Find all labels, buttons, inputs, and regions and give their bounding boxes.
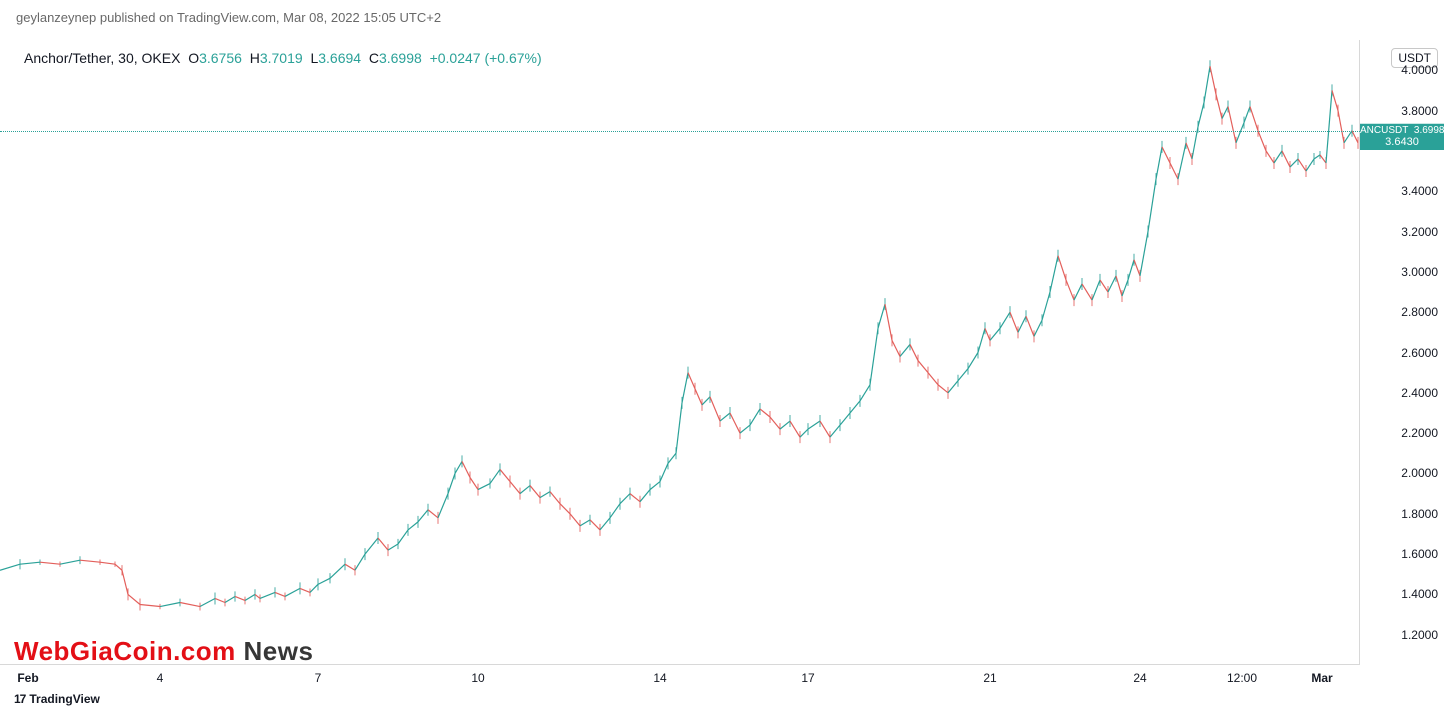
time-tick: Feb <box>17 671 38 685</box>
time-tick: 7 <box>315 671 322 685</box>
price-tick: 1.8000 <box>1401 507 1438 521</box>
price-chart-svg <box>0 40 1360 665</box>
watermark: WebGiaCoin.com News <box>14 636 313 667</box>
price-tick: 1.2000 <box>1401 628 1438 642</box>
price-tick: 2.2000 <box>1401 426 1438 440</box>
price-tick: 3.0000 <box>1401 265 1438 279</box>
tv-logo-icon: 17 <box>14 692 25 706</box>
time-tick: 21 <box>983 671 996 685</box>
time-tick: 4 <box>157 671 164 685</box>
price-tick: 2.8000 <box>1401 305 1438 319</box>
publish-info: geylanzeynep published on TradingView.co… <box>16 10 441 25</box>
price-tick: 1.4000 <box>1401 587 1438 601</box>
last-price-line <box>0 131 1360 132</box>
time-tick: Mar <box>1311 671 1332 685</box>
watermark-suffix: News <box>244 636 314 666</box>
tradingview-credit: 17 TradingView <box>14 692 100 706</box>
time-tick: 24 <box>1133 671 1146 685</box>
price-tick: 3.8000 <box>1401 104 1438 118</box>
secondary-price-label: 3.6430 <box>1360 134 1444 150</box>
chart-area[interactable] <box>0 40 1360 665</box>
price-tick: 2.6000 <box>1401 346 1438 360</box>
price-scale[interactable]: USDT 4.00003.80003.40003.20003.00002.800… <box>1360 40 1444 665</box>
tv-text: TradingView <box>29 692 99 706</box>
price-tick: 1.6000 <box>1401 547 1438 561</box>
time-tick: 10 <box>471 671 484 685</box>
time-axis[interactable]: Feb 4 7 10 14 17 21 24 12:00 Mar <box>0 665 1360 695</box>
price-tick: 3.4000 <box>1401 184 1438 198</box>
price-tick: 4.0000 <box>1401 63 1438 77</box>
watermark-brand: WebGiaCoin.com <box>14 636 236 666</box>
price-tick: 3.2000 <box>1401 225 1438 239</box>
price-tick: 2.4000 <box>1401 386 1438 400</box>
price-tick: 2.0000 <box>1401 466 1438 480</box>
time-tick: 12:00 <box>1227 671 1257 685</box>
time-tick: 17 <box>801 671 814 685</box>
time-tick: 14 <box>653 671 666 685</box>
